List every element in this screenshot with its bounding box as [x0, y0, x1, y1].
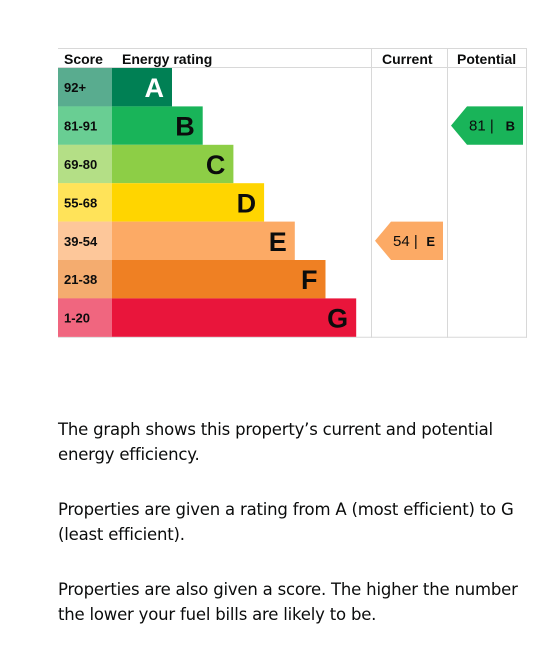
description-paragraph-1: The graph shows this property’s current …: [58, 420, 493, 464]
current-pointer-letter: E: [426, 234, 435, 249]
band-g: 1-20 G: [58, 298, 357, 337]
potential-pointer-arrow: [451, 106, 523, 145]
score-cell-tint-g: [58, 298, 112, 337]
potential-pointer-letter: B: [506, 119, 515, 134]
score-range-b: 81-91: [64, 119, 97, 134]
chart-headers: Score Energy rating Current Potential: [64, 51, 516, 67]
potential-pointer-score: 81 |: [469, 118, 494, 135]
header-score: Score: [64, 51, 103, 67]
rating-letter-g: G: [327, 304, 348, 334]
band-a: 92+ A: [58, 68, 172, 107]
rating-bar-f: [112, 260, 326, 299]
potential-rating-pointer: 81 | B: [451, 106, 523, 145]
band-f: 21-38 F: [58, 260, 326, 299]
rating-bar-g: [112, 298, 357, 337]
score-cell-tint-e: [58, 221, 112, 260]
band-c: 69-80 C: [58, 144, 234, 184]
rating-bar-c: [112, 144, 234, 184]
rating-letter-d: D: [237, 188, 257, 218]
rating-bar-a: [112, 68, 172, 107]
score-range-e: 39-54: [64, 234, 98, 249]
score-cell-b: [58, 106, 112, 145]
score-cell-f: [58, 260, 112, 299]
header-potential: Potential: [457, 51, 516, 67]
header-energy-rating: Energy rating: [122, 51, 212, 67]
score-range-c: 69-80: [64, 157, 97, 172]
score-range-g: 1-20: [64, 311, 90, 326]
score-cell-tint-c: [58, 144, 112, 184]
rating-bar-d: [112, 183, 265, 222]
rating-bands: 92+ A 81-91 B 69-80 C 55-68 D 39-54 E 21-38 F 1-20 G: [58, 68, 357, 337]
current-pointer-arrow: [375, 221, 443, 260]
energy-rating-chart: Score Energy rating Current Potential 92…: [58, 48, 527, 338]
score-range-d: 55-68: [64, 195, 97, 210]
band-d: 55-68 D: [58, 183, 265, 222]
score-cell-tint-b: [58, 106, 112, 145]
score-range-a: 92+: [64, 80, 86, 95]
rating-letter-f: F: [301, 265, 318, 295]
score-cell-a: [58, 68, 112, 107]
score-cell-d: [58, 183, 112, 222]
rating-letter-b: B: [175, 112, 195, 142]
chart-grid: [58, 48, 527, 338]
score-range-f: 21-38: [64, 272, 97, 287]
header-current: Current: [382, 51, 433, 67]
description-paragraph-3: Properties are also given a score. The h…: [58, 580, 518, 624]
score-cell-tint-a: [58, 68, 112, 107]
score-cell-tint-d: [58, 183, 112, 222]
score-cell-g: [58, 298, 112, 337]
band-e: 39-54 E: [58, 221, 295, 260]
rating-bar-b: [112, 106, 203, 145]
rating-bar-e: [112, 221, 295, 260]
score-cell-e: [58, 221, 112, 260]
current-pointer-score: 54 |: [393, 233, 418, 250]
band-b: 81-91 B: [58, 106, 203, 145]
score-cell-tint-f: [58, 260, 112, 299]
rating-letter-a: A: [145, 73, 165, 103]
rating-letter-e: E: [269, 227, 287, 257]
score-cell-c: [58, 144, 112, 184]
description-paragraph-2: Properties are given a rating from A (mo…: [58, 500, 514, 544]
current-rating-pointer: 54 | E: [375, 221, 443, 260]
rating-pointers: 54 | E 81 | B: [375, 106, 523, 260]
rating-letter-c: C: [206, 150, 226, 180]
